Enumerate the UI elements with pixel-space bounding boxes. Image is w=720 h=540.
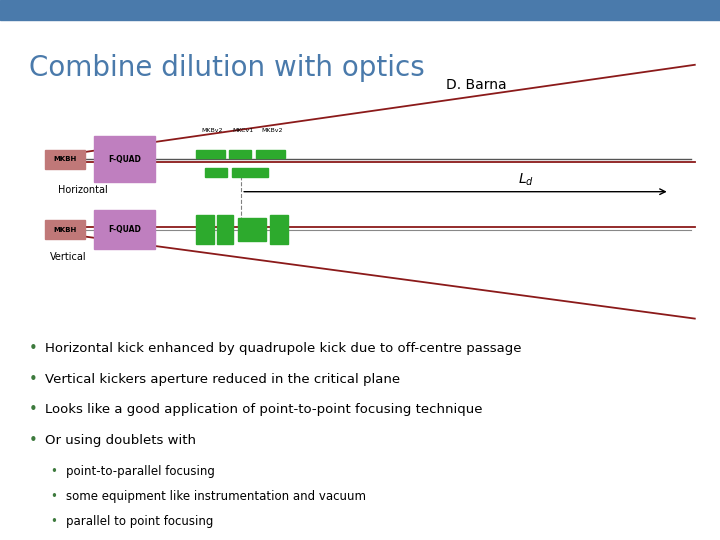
Bar bbox=[232, 168, 268, 177]
Bar bbox=[205, 168, 227, 177]
Bar bbox=[94, 210, 155, 249]
Bar bbox=[256, 150, 285, 158]
Bar bbox=[270, 215, 288, 244]
Text: point-to-parallel focusing: point-to-parallel focusing bbox=[66, 465, 215, 478]
Text: Vertical kickers aperture reduced in the critical plane: Vertical kickers aperture reduced in the… bbox=[45, 373, 400, 386]
Text: •: • bbox=[50, 490, 58, 503]
Text: •: • bbox=[29, 341, 37, 356]
Bar bbox=[45, 220, 85, 239]
Text: MKBv2: MKBv2 bbox=[261, 129, 283, 133]
Bar bbox=[238, 218, 266, 241]
Text: F-QUAD: F-QUAD bbox=[108, 225, 140, 234]
Text: Looks like a good application of point-to-point focusing technique: Looks like a good application of point-t… bbox=[45, 403, 482, 416]
Text: Combine dilution with optics: Combine dilution with optics bbox=[29, 54, 425, 82]
Bar bbox=[0, 0, 720, 20]
Text: $L_d$: $L_d$ bbox=[518, 172, 534, 188]
Bar bbox=[229, 150, 251, 158]
Text: Horizontal kick enhanced by quadrupole kick due to off-centre passage: Horizontal kick enhanced by quadrupole k… bbox=[45, 342, 521, 355]
Text: Vertical: Vertical bbox=[50, 252, 86, 262]
Text: MKBv2: MKBv2 bbox=[202, 129, 223, 133]
Text: F-QUAD: F-QUAD bbox=[108, 155, 140, 164]
Text: D. Barna: D. Barna bbox=[446, 78, 507, 92]
Text: •: • bbox=[29, 402, 37, 417]
Text: MKCv1: MKCv1 bbox=[233, 129, 254, 133]
Text: MKBH: MKBH bbox=[53, 156, 77, 163]
Text: •: • bbox=[29, 372, 37, 387]
Bar bbox=[94, 137, 155, 183]
Bar bbox=[217, 215, 233, 244]
Bar bbox=[45, 150, 85, 169]
Text: Or using doublets with: Or using doublets with bbox=[45, 434, 196, 447]
Text: parallel to point focusing: parallel to point focusing bbox=[66, 515, 214, 528]
Text: Horizontal: Horizontal bbox=[58, 185, 108, 195]
Text: MKBH: MKBH bbox=[53, 226, 77, 233]
Text: •: • bbox=[29, 433, 37, 448]
Text: some equipment like instrumentation and vacuum: some equipment like instrumentation and … bbox=[66, 490, 366, 503]
Bar bbox=[196, 215, 214, 244]
Bar bbox=[196, 150, 225, 158]
Text: •: • bbox=[50, 465, 58, 478]
Text: •: • bbox=[50, 515, 58, 528]
